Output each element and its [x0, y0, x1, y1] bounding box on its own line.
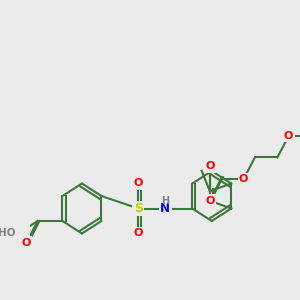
- Text: H: H: [161, 196, 169, 206]
- Text: N: N: [160, 202, 170, 215]
- Text: O: O: [134, 229, 143, 238]
- Text: O: O: [205, 196, 214, 206]
- Text: O: O: [239, 174, 248, 184]
- Text: O: O: [22, 238, 31, 248]
- Text: S: S: [134, 202, 143, 215]
- Text: O: O: [205, 161, 214, 171]
- Text: O: O: [134, 178, 143, 188]
- Text: HO: HO: [0, 229, 16, 238]
- Text: O: O: [284, 131, 293, 141]
